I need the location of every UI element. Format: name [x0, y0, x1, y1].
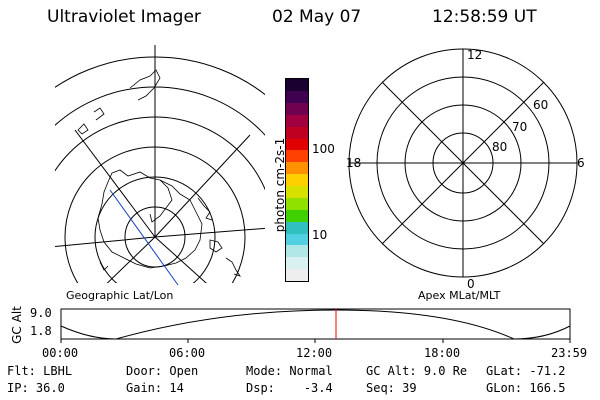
mlt-label-12: 12	[467, 48, 483, 62]
colorbar	[285, 78, 309, 282]
status-ip: IP: 36.0	[7, 381, 65, 395]
coastline	[149, 179, 173, 223]
left-panel-label: Geographic Lat/Lon	[66, 289, 174, 302]
colorbar-band	[286, 126, 308, 139]
meridian	[74, 129, 156, 238]
status-glon: GLon: 166.5	[486, 381, 566, 395]
colorbar-band	[286, 197, 308, 210]
orbit-plot-frame	[60, 308, 571, 340]
status-door: Door: Open	[126, 364, 199, 378]
status-mode: Mode: Normal	[246, 364, 333, 378]
meridian	[154, 236, 207, 283]
colorbar-band	[286, 186, 308, 198]
orbit-ytick-high: 9.0	[30, 306, 52, 320]
colorbar-band	[286, 138, 308, 151]
colorbar-band	[286, 257, 308, 270]
mlt-label-18: 18	[346, 156, 362, 170]
mlat-label-70: 70	[512, 120, 528, 134]
mlt-diagonal	[381, 81, 545, 245]
status-gc-alt: GC Alt: 9.0 Re	[366, 364, 468, 378]
mlt-label-6: 6	[577, 156, 585, 170]
status-flt: Flt: LBHL	[7, 364, 73, 378]
date-label: 02 May 07	[272, 7, 362, 27]
colorbar-tick-10: 10	[312, 228, 328, 242]
meridian	[154, 227, 265, 238]
colorbar-band	[286, 209, 308, 222]
orbit-xtick: 00:00	[42, 346, 79, 360]
coastline	[97, 169, 203, 269]
instrument-title: Ultraviolet Imager	[47, 7, 201, 27]
mlt-label-0: 0	[467, 277, 475, 291]
status-glat: GLat: -71.2	[486, 364, 566, 378]
orbit-xtick: 12:00	[296, 346, 333, 360]
status-dsp: Dsp: -3.4	[246, 381, 333, 395]
status-gain: Gain: 14	[126, 381, 184, 395]
coastline	[197, 197, 213, 221]
colorbar-band	[286, 102, 308, 115]
altitude-curve	[60, 309, 571, 340]
orbit-xtick: 06:00	[169, 346, 206, 360]
status-row-1: Flt: LBHL Door: Open Mode: Normal GC Alt…	[0, 364, 600, 380]
colorbar-band	[286, 174, 308, 186]
coastline	[129, 69, 161, 101]
orbit-xtick: 23:59	[551, 346, 588, 360]
colorbar-band	[286, 245, 308, 258]
meridian	[106, 236, 156, 283]
colorbar-band	[286, 150, 308, 163]
colorbar-band	[286, 114, 308, 127]
time-label: 12:58:59 UT	[432, 7, 537, 27]
coastline	[225, 257, 241, 277]
colorbar-band	[286, 162, 308, 175]
colorbar-band	[286, 79, 308, 91]
status-row-2: IP: 36.0 Gain: 14 Dsp: -3.4 Seq: 39 GLon…	[0, 381, 600, 397]
colorbar-band	[286, 91, 308, 103]
colorbar-tick-100: 100	[312, 142, 335, 156]
meridian	[55, 236, 156, 248]
orbit-xtick: 18:00	[424, 346, 461, 360]
colorbar-band	[286, 269, 308, 281]
coastline	[99, 261, 109, 271]
coastline	[93, 107, 105, 121]
coastline	[77, 123, 89, 135]
right-panel-label: Apex MLat/MLT	[418, 289, 501, 302]
colorbar-band	[286, 221, 308, 234]
orbit-ytick-low: 1.8	[30, 324, 52, 338]
meridian	[154, 134, 251, 238]
mlat-label-60: 60	[533, 98, 549, 112]
orbit-ylabel: GC Alt	[10, 306, 24, 344]
colorbar-band	[286, 233, 308, 246]
coastline	[209, 239, 223, 253]
mlat-label-80: 80	[492, 140, 508, 154]
orbit-track-line	[109, 189, 179, 286]
status-seq: Seq: 39	[366, 381, 417, 395]
